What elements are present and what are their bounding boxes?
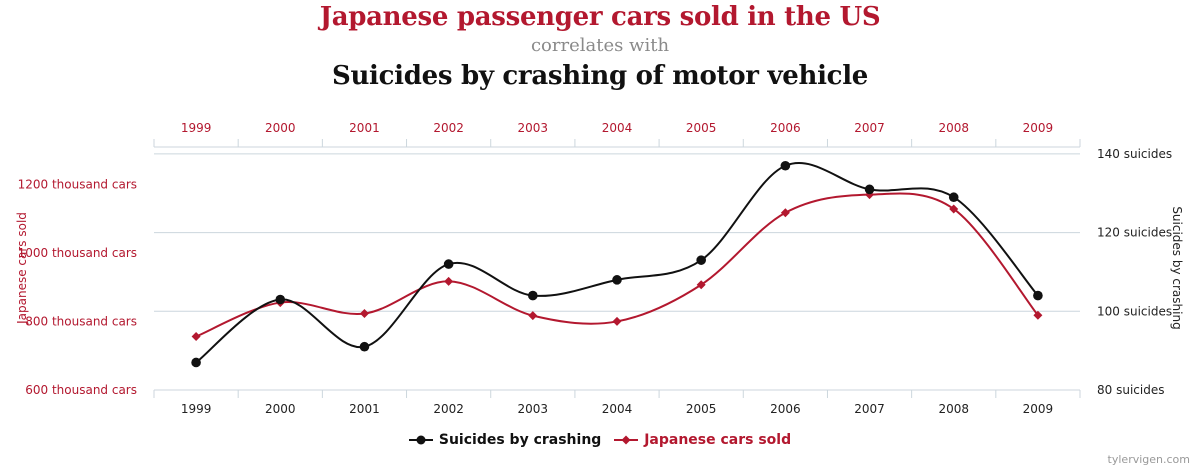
x-tick-label-top: 2003 — [518, 121, 549, 135]
x-tick-label-top: 2001 — [349, 121, 380, 135]
x-tick-label-top: 2009 — [1023, 121, 1054, 135]
suicides-point — [1033, 290, 1043, 301]
x-tick-label-bottom: 2007 — [854, 402, 885, 416]
x-tick-label-bottom: 2008 — [938, 402, 969, 416]
cars-point — [612, 316, 622, 326]
y-left-tick-label: 600 thousand cars — [25, 383, 137, 397]
suicides-point — [275, 294, 286, 305]
suicides-point — [864, 184, 875, 195]
suicides-point — [191, 357, 201, 368]
suicides-point — [780, 160, 791, 171]
x-tick-label-bottom: 2000 — [265, 402, 296, 416]
cars-point — [528, 311, 538, 321]
cars-point — [1033, 310, 1043, 320]
y-left-tick-label: 800 thousand cars — [25, 314, 137, 328]
x-tick-label-top: 2000 — [265, 121, 296, 135]
x-tick-label-top: 2002 — [433, 121, 464, 135]
suicides-point — [528, 290, 538, 301]
legend-label-cars: Japanese cars sold — [644, 432, 792, 448]
y-right-tick-label: 80 suicides — [1097, 383, 1164, 397]
x-tick-label-bottom: 2002 — [433, 402, 464, 416]
title-series-a: Japanese passenger cars sold in the US — [319, 2, 881, 32]
x-tick-label-top: 2007 — [854, 121, 885, 135]
legend-item-suicides[interactable]: Suicides by crashing — [408, 432, 602, 448]
y-right-tick-label: 120 suicides — [1097, 226, 1172, 240]
title-series-b: Suicides by crashing of motor vehicle — [331, 61, 869, 91]
suicides-point — [443, 259, 454, 269]
chart-legend: Suicides by crashing Japanese cars sold — [0, 432, 1200, 450]
suicides-point — [948, 192, 959, 203]
watermark: tylervigen.com — [1107, 453, 1190, 466]
x-tick-label-bottom: 1999 — [181, 402, 212, 416]
suicides-point — [359, 341, 370, 352]
cars-point — [359, 309, 369, 319]
series-line-suicides — [195, 162, 1039, 364]
y-left-axis-title: Japanese cars sold — [15, 212, 29, 325]
x-tick-label-bottom: 2001 — [349, 402, 380, 416]
x-tick-label-bottom: 2004 — [602, 402, 633, 416]
legend-line-diamond-icon — [614, 435, 639, 445]
y-right-tick-label: 140 suicides — [1097, 147, 1172, 161]
legend-line-circle-icon — [408, 435, 433, 445]
x-tick-label-bottom: 2003 — [518, 402, 549, 416]
x-tick-label-bottom: 2009 — [1023, 402, 1054, 416]
y-left-tick-label: 1200 thousand cars — [18, 177, 137, 191]
cars-point — [949, 204, 959, 214]
x-tick-label-top: 1999 — [181, 121, 212, 135]
suicides-point — [696, 255, 706, 265]
legend-label-suicides: Suicides by crashing — [438, 432, 602, 448]
cars-point — [444, 276, 454, 286]
x-tick-label-top: 2005 — [686, 121, 717, 135]
cars-point — [191, 332, 201, 342]
x-tick-label-bottom: 2006 — [770, 402, 801, 416]
suicides-point — [612, 275, 622, 285]
x-tick-label-top: 2004 — [602, 121, 633, 135]
x-tick-label-bottom: 2005 — [686, 402, 717, 416]
cars-point — [780, 208, 790, 218]
y-left-tick-label: 1000 thousand cars — [18, 246, 137, 260]
y-right-axis-title: Suicides by crashing — [1170, 206, 1184, 329]
y-right-tick-label: 100 suicides — [1097, 304, 1172, 318]
legend-item-cars[interactable]: Japanese cars sold — [614, 432, 791, 448]
title-connector: correlates with — [530, 35, 670, 56]
cars-point — [696, 280, 706, 290]
series-line-cars — [195, 192, 1039, 338]
x-tick-label-top: 2008 — [938, 121, 969, 135]
x-tick-label-top: 2006 — [770, 121, 801, 135]
